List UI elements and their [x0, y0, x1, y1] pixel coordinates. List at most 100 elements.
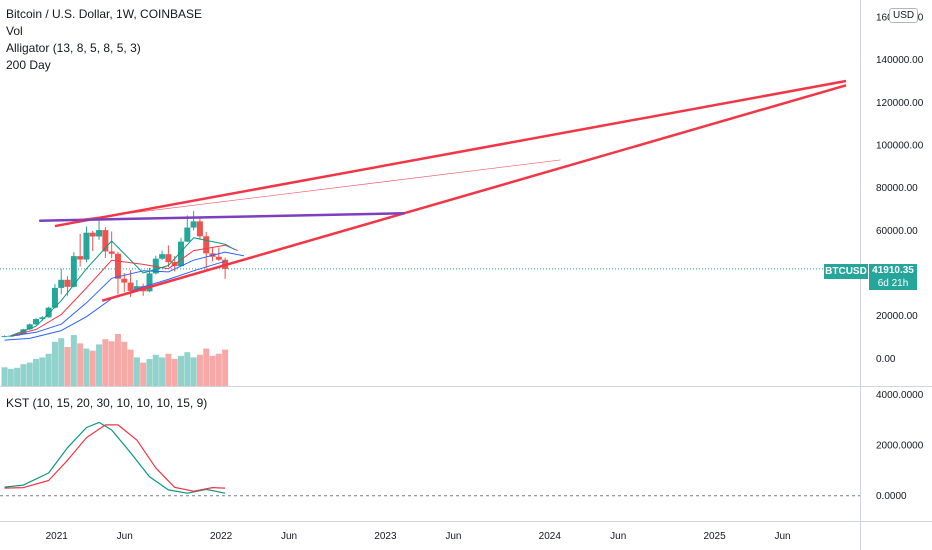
candle-body — [190, 221, 197, 228]
volume-bar — [203, 348, 210, 386]
candle-body — [121, 278, 128, 283]
volume-bar — [96, 344, 103, 386]
volume-bar — [108, 341, 115, 386]
legend-title[interactable]: Bitcoin / U.S. Dollar, 1W, COINBASE — [6, 7, 203, 21]
volume-bar — [102, 339, 109, 386]
legend-volume[interactable]: Vol — [6, 24, 23, 38]
volume-bar — [89, 350, 96, 386]
alligator-teeth-line — [10, 244, 238, 337]
volume-bar — [146, 358, 153, 386]
candle-body — [45, 307, 52, 318]
time-axis-label: 2021 — [46, 531, 69, 542]
legend-alligator[interactable]: Alligator (13, 8, 5, 8, 5, 3) — [6, 41, 141, 55]
volume-bar — [121, 341, 128, 386]
volume-bar — [20, 364, 27, 386]
time-axis-label: Jun — [117, 531, 133, 542]
time-axis-label: Jun — [445, 531, 461, 542]
candle-body — [51, 287, 58, 308]
candle-body — [7, 335, 14, 337]
volume-bar — [7, 368, 14, 386]
volume-bar — [184, 352, 191, 386]
candle-body — [83, 232, 90, 260]
kst-signal-line — [4, 424, 226, 492]
candle-body — [146, 273, 153, 292]
alligator-lips-line — [10, 237, 235, 337]
volume-bar — [83, 348, 90, 386]
volume-bar — [39, 357, 46, 386]
time-axis-label: Jun — [610, 531, 626, 542]
price-axis-label: 20000.00 — [876, 311, 918, 322]
alligator-jaw-line — [10, 251, 245, 337]
volume-bar — [70, 335, 77, 386]
volume-bars — [1, 334, 229, 386]
candle-body — [89, 232, 96, 237]
volume-bar — [171, 358, 178, 386]
candle-body — [114, 253, 121, 279]
volume-bar — [51, 341, 58, 386]
candle-body — [77, 256, 84, 260]
time-axis-label: 2024 — [539, 531, 562, 542]
volume-bar — [140, 362, 147, 386]
volume-bar — [1, 367, 8, 386]
kst-legend[interactable]: KST (10, 15, 20, 30, 10, 10, 10, 15, 9) — [6, 396, 208, 410]
trend-line[interactable] — [39, 212, 405, 222]
kst-axis-label: 4000.0000 — [876, 390, 924, 401]
candle-body — [184, 227, 191, 242]
volume-bar — [26, 362, 33, 386]
candle-body — [70, 256, 77, 287]
candle-body — [26, 324, 33, 330]
time-axis-label: 2023 — [374, 531, 397, 542]
candle-body — [58, 279, 65, 288]
volume-bar — [215, 353, 222, 386]
last-price-tag: 41910.35 — [869, 264, 917, 277]
volume-bar — [114, 334, 121, 386]
candle-body — [196, 221, 203, 237]
candle-body — [1, 336, 8, 338]
volume-bar — [77, 343, 84, 386]
price-axis-label: 80000.00 — [876, 183, 918, 194]
volume-bar — [165, 353, 172, 386]
volume-bar — [45, 353, 52, 386]
candle-body — [33, 319, 40, 325]
candle-body — [108, 251, 115, 254]
volume-bar — [58, 338, 65, 386]
trend-lines — [39, 79, 847, 302]
volume-bar — [222, 349, 229, 386]
candle-body — [133, 286, 140, 291]
countdown-tag: 6d 21h — [869, 277, 917, 290]
trend-line[interactable] — [76, 159, 561, 221]
price-axis-label: 0.00 — [876, 354, 896, 365]
kst-axis-label: 2000.0000 — [876, 441, 924, 452]
candle-body — [159, 254, 166, 259]
volume-bar — [133, 357, 140, 386]
volume-bar — [178, 355, 185, 386]
time-axis-label: 2025 — [703, 531, 726, 542]
trend-line[interactable] — [101, 84, 847, 302]
indicator-lines — [4, 237, 245, 341]
currency-button[interactable]: USD — [889, 8, 919, 23]
price-axis-label: 140000.00 — [876, 55, 924, 66]
symbol-tag: BTCUSD — [824, 264, 868, 279]
trend-line[interactable] — [54, 79, 847, 228]
legend-ma200[interactable]: 200 Day — [6, 58, 51, 72]
candle-body — [96, 230, 103, 237]
price-axis-label: 100000.00 — [876, 141, 924, 152]
volume-bar — [152, 354, 159, 386]
volume-bar — [196, 354, 203, 386]
volume-bar — [64, 347, 71, 386]
candle-body — [127, 282, 134, 291]
price-axis-label: 120000.00 — [876, 98, 924, 109]
volume-bar — [33, 358, 40, 386]
candle-body — [102, 230, 109, 252]
kst-pane — [0, 421, 860, 497]
candle-body — [39, 317, 46, 320]
volume-bar — [159, 357, 166, 386]
kst-axis-label: 0.0000 — [876, 491, 907, 502]
volume-bar — [127, 349, 134, 386]
price-axis-label: 60000.00 — [876, 226, 918, 237]
time-axis-label: 2022 — [210, 531, 233, 542]
candle-body — [64, 279, 71, 287]
candle-body — [215, 256, 222, 260]
